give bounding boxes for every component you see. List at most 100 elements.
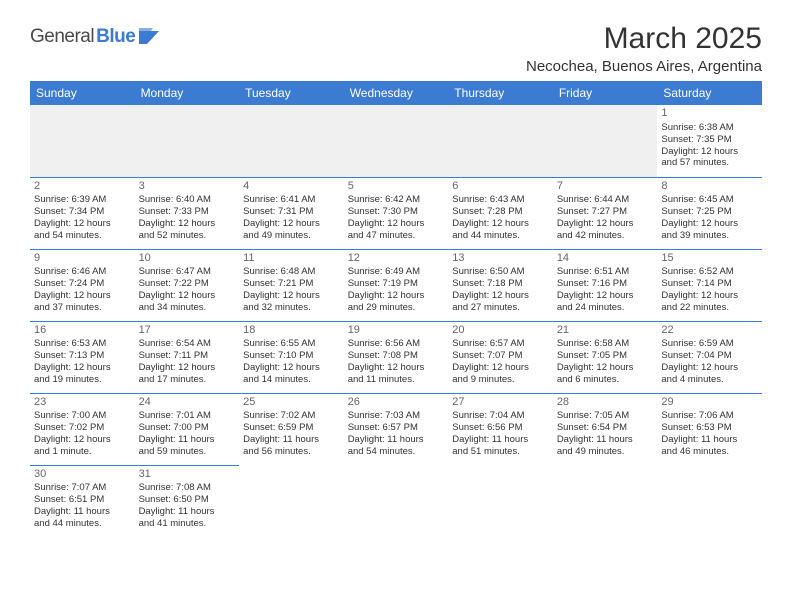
calendar-cell: 22Sunrise: 6:59 AMSunset: 7:04 PMDayligh… bbox=[657, 321, 762, 393]
cell-sunset: Sunset: 7:21 PM bbox=[243, 278, 340, 290]
calendar-cell bbox=[448, 105, 553, 177]
calendar-cell: 9Sunrise: 6:46 AMSunset: 7:24 PMDaylight… bbox=[30, 249, 135, 321]
cell-daylight1: Daylight: 12 hours bbox=[661, 362, 758, 374]
month-title: March 2025 bbox=[526, 22, 762, 56]
cell-sunset: Sunset: 7:33 PM bbox=[139, 206, 236, 218]
cell-daylight2: and 27 minutes. bbox=[452, 302, 549, 314]
day-number: 16 bbox=[34, 324, 131, 338]
cell-sunrise: Sunrise: 6:55 AM bbox=[243, 338, 340, 350]
day-number: 14 bbox=[557, 252, 654, 266]
day-number: 15 bbox=[661, 252, 758, 266]
day-number: 19 bbox=[348, 324, 445, 338]
day-number: 6 bbox=[452, 180, 549, 194]
cell-sunrise: Sunrise: 6:38 AM bbox=[661, 122, 758, 134]
day-number: 4 bbox=[243, 180, 340, 194]
day-number: 1 bbox=[661, 107, 758, 121]
cell-sunset: Sunset: 7:13 PM bbox=[34, 350, 131, 362]
cell-sunset: Sunset: 7:30 PM bbox=[348, 206, 445, 218]
cell-daylight2: and 56 minutes. bbox=[243, 446, 340, 458]
cell-sunset: Sunset: 7:14 PM bbox=[661, 278, 758, 290]
calendar-cell: 15Sunrise: 6:52 AMSunset: 7:14 PMDayligh… bbox=[657, 249, 762, 321]
cell-daylight2: and 59 minutes. bbox=[139, 446, 236, 458]
cell-sunset: Sunset: 6:53 PM bbox=[661, 422, 758, 434]
cell-daylight1: Daylight: 12 hours bbox=[661, 218, 758, 230]
cell-sunset: Sunset: 7:05 PM bbox=[557, 350, 654, 362]
calendar-cell: 28Sunrise: 7:05 AMSunset: 6:54 PMDayligh… bbox=[553, 393, 658, 465]
day-number: 29 bbox=[661, 396, 758, 410]
logo-text-general: General bbox=[30, 26, 94, 48]
weekday-header: Sunday bbox=[30, 81, 135, 105]
cell-daylight1: Daylight: 12 hours bbox=[139, 290, 236, 302]
calendar-cell bbox=[30, 105, 135, 177]
day-number: 31 bbox=[139, 468, 236, 482]
cell-sunset: Sunset: 6:57 PM bbox=[348, 422, 445, 434]
cell-daylight1: Daylight: 12 hours bbox=[348, 362, 445, 374]
cell-daylight1: Daylight: 12 hours bbox=[139, 362, 236, 374]
location: Necochea, Buenos Aires, Argentina bbox=[526, 58, 762, 75]
cell-sunset: Sunset: 7:19 PM bbox=[348, 278, 445, 290]
day-number: 26 bbox=[348, 396, 445, 410]
cell-daylight2: and 19 minutes. bbox=[34, 374, 131, 386]
cell-daylight1: Daylight: 11 hours bbox=[452, 434, 549, 446]
cell-daylight2: and 44 minutes. bbox=[34, 518, 131, 530]
cell-daylight1: Daylight: 11 hours bbox=[139, 506, 236, 518]
day-number: 25 bbox=[243, 396, 340, 410]
cell-daylight2: and 54 minutes. bbox=[34, 230, 131, 242]
cell-sunset: Sunset: 7:27 PM bbox=[557, 206, 654, 218]
calendar-cell: 21Sunrise: 6:58 AMSunset: 7:05 PMDayligh… bbox=[553, 321, 658, 393]
cell-sunrise: Sunrise: 7:03 AM bbox=[348, 410, 445, 422]
logo: General Blue bbox=[30, 26, 161, 48]
cell-daylight1: Daylight: 12 hours bbox=[34, 218, 131, 230]
cell-daylight1: Daylight: 11 hours bbox=[661, 434, 758, 446]
day-number: 24 bbox=[139, 396, 236, 410]
cell-daylight1: Daylight: 12 hours bbox=[139, 218, 236, 230]
calendar-header-row: SundayMondayTuesdayWednesdayThursdayFrid… bbox=[30, 81, 762, 105]
cell-daylight2: and 1 minute. bbox=[34, 446, 131, 458]
cell-daylight1: Daylight: 11 hours bbox=[243, 434, 340, 446]
weekday-header: Thursday bbox=[448, 81, 553, 105]
calendar-cell: 25Sunrise: 7:02 AMSunset: 6:59 PMDayligh… bbox=[239, 393, 344, 465]
calendar-cell: 6Sunrise: 6:43 AMSunset: 7:28 PMDaylight… bbox=[448, 177, 553, 249]
cell-daylight2: and 54 minutes. bbox=[348, 446, 445, 458]
day-number: 11 bbox=[243, 252, 340, 266]
title-block: March 2025 Necochea, Buenos Aires, Argen… bbox=[526, 22, 762, 75]
cell-sunrise: Sunrise: 6:53 AM bbox=[34, 338, 131, 350]
cell-daylight2: and 49 minutes. bbox=[557, 446, 654, 458]
calendar-cell: 29Sunrise: 7:06 AMSunset: 6:53 PMDayligh… bbox=[657, 393, 762, 465]
cell-sunrise: Sunrise: 6:50 AM bbox=[452, 266, 549, 278]
day-number: 30 bbox=[34, 468, 131, 482]
calendar-cell: 10Sunrise: 6:47 AMSunset: 7:22 PMDayligh… bbox=[135, 249, 240, 321]
cell-daylight2: and 39 minutes. bbox=[661, 230, 758, 242]
cell-sunset: Sunset: 6:59 PM bbox=[243, 422, 340, 434]
cell-daylight2: and 14 minutes. bbox=[243, 374, 340, 386]
cell-daylight1: Daylight: 11 hours bbox=[557, 434, 654, 446]
cell-sunrise: Sunrise: 6:42 AM bbox=[348, 194, 445, 206]
calendar-cell: 19Sunrise: 6:56 AMSunset: 7:08 PMDayligh… bbox=[344, 321, 449, 393]
day-number: 13 bbox=[452, 252, 549, 266]
calendar-cell: 18Sunrise: 6:55 AMSunset: 7:10 PMDayligh… bbox=[239, 321, 344, 393]
cell-daylight1: Daylight: 12 hours bbox=[557, 218, 654, 230]
cell-sunset: Sunset: 7:22 PM bbox=[139, 278, 236, 290]
cell-daylight1: Daylight: 12 hours bbox=[243, 290, 340, 302]
cell-sunrise: Sunrise: 6:39 AM bbox=[34, 194, 131, 206]
cell-sunset: Sunset: 7:02 PM bbox=[34, 422, 131, 434]
calendar-cell: 16Sunrise: 6:53 AMSunset: 7:13 PMDayligh… bbox=[30, 321, 135, 393]
cell-daylight1: Daylight: 12 hours bbox=[452, 218, 549, 230]
cell-sunset: Sunset: 7:00 PM bbox=[139, 422, 236, 434]
weekday-header: Friday bbox=[553, 81, 658, 105]
day-number: 20 bbox=[452, 324, 549, 338]
calendar-cell bbox=[239, 465, 344, 537]
day-number: 2 bbox=[34, 180, 131, 194]
calendar-week-row: 30Sunrise: 7:07 AMSunset: 6:51 PMDayligh… bbox=[30, 465, 762, 537]
day-number: 3 bbox=[139, 180, 236, 194]
calendar-body: 1Sunrise: 6:38 AMSunset: 7:35 PMDaylight… bbox=[30, 105, 762, 537]
weekday-header: Saturday bbox=[657, 81, 762, 105]
cell-sunrise: Sunrise: 7:00 AM bbox=[34, 410, 131, 422]
cell-sunrise: Sunrise: 6:49 AM bbox=[348, 266, 445, 278]
cell-sunrise: Sunrise: 6:57 AM bbox=[452, 338, 549, 350]
cell-daylight2: and 51 minutes. bbox=[452, 446, 549, 458]
cell-sunset: Sunset: 6:56 PM bbox=[452, 422, 549, 434]
cell-daylight1: Daylight: 12 hours bbox=[557, 362, 654, 374]
calendar-week-row: 2Sunrise: 6:39 AMSunset: 7:34 PMDaylight… bbox=[30, 177, 762, 249]
cell-daylight2: and 32 minutes. bbox=[243, 302, 340, 314]
